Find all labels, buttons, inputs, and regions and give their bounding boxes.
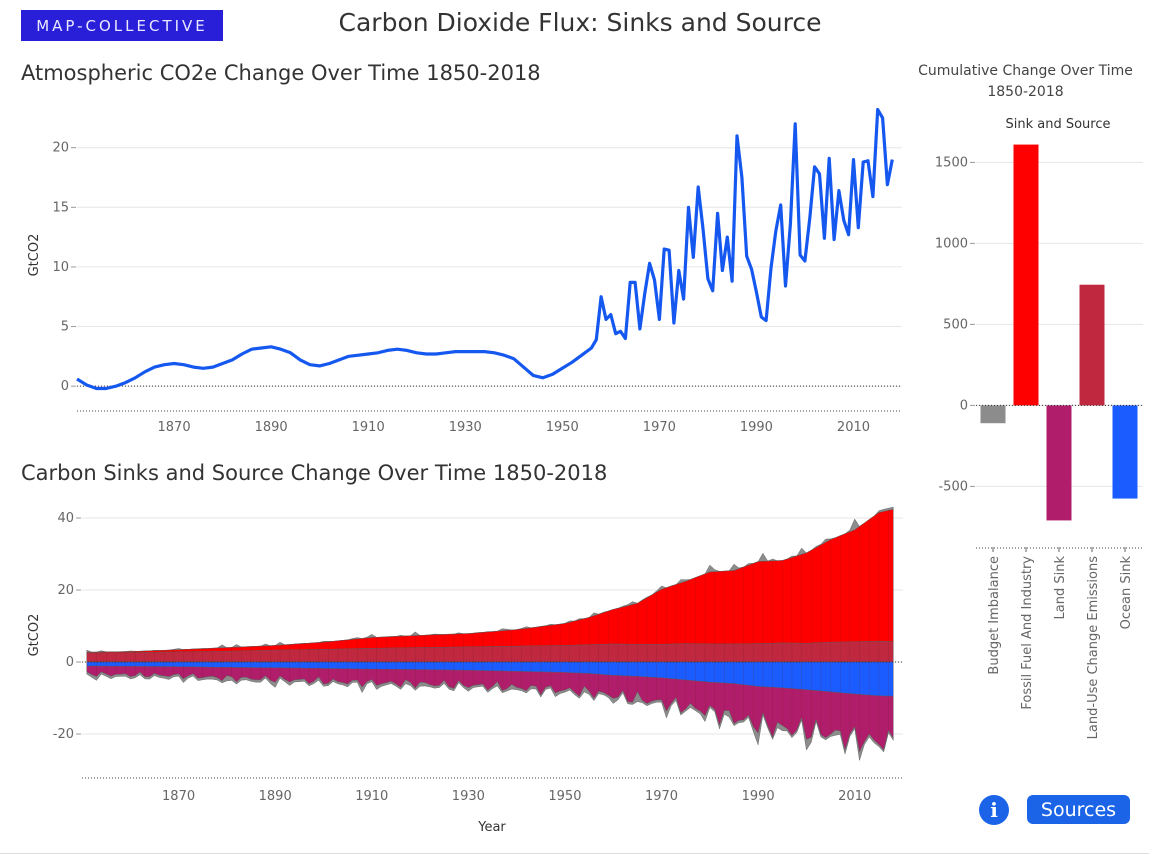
bar-budget-imbalance xyxy=(980,405,1006,424)
y-tick-label: 0 xyxy=(61,379,69,394)
page-title: Carbon Dioxide Flux: Sinks and Source xyxy=(338,8,822,37)
x-tick-label: 1970 xyxy=(645,789,678,804)
info-button[interactable]: i xyxy=(979,795,1009,825)
y-tick-label: 5 xyxy=(61,320,69,335)
x-tick-label: 1870 xyxy=(158,420,191,435)
cumulative-change-bar-chart[interactable]: Sink and Source -500 0 500 1000 1500 Budget Im… xyxy=(935,117,1143,739)
y-axis-label: GtCO2 xyxy=(27,614,42,657)
x-axis-label: Year xyxy=(477,820,506,835)
y-tick-label: 1000 xyxy=(935,236,968,251)
area-chart-title: Carbon Sinks and Source Change Over Time… xyxy=(21,461,608,485)
x-tick-label: 1910 xyxy=(355,789,388,804)
x-tick-label: 1990 xyxy=(742,789,775,804)
x-tick-label: 1930 xyxy=(449,420,482,435)
x-category-label: Land Sink xyxy=(1053,556,1068,620)
y-tick-label: 0 xyxy=(960,398,968,413)
divider xyxy=(0,853,1149,854)
x-tick-label: 1930 xyxy=(452,789,485,804)
y-tick-label: 40 xyxy=(57,511,74,526)
x-tick-label: 1970 xyxy=(643,420,676,435)
y-tick-label: 1500 xyxy=(935,155,968,170)
co2e-series-line xyxy=(76,107,894,391)
bar-ocean-sink xyxy=(1112,405,1138,499)
y-tick-label: 500 xyxy=(943,317,968,332)
x-tick-label: 1870 xyxy=(162,789,195,804)
x-tick-label: 1890 xyxy=(259,789,292,804)
bar-chart-subtitle: Sink and Source xyxy=(1005,117,1110,132)
y-tick-label: -20 xyxy=(53,727,74,742)
bar-fossil-fuel-and-industry xyxy=(1013,144,1039,406)
x-category-label: Ocean Sink xyxy=(1119,556,1134,630)
x-category-label: Land-Use Change Emissions xyxy=(1086,556,1101,740)
x-category-label: Fossil Fuel And Industry xyxy=(1020,556,1035,710)
y-tick-label: 15 xyxy=(52,200,69,215)
x-tick-label: 1890 xyxy=(255,420,288,435)
x-tick-label: 1950 xyxy=(546,420,579,435)
x-tick-label: 1910 xyxy=(352,420,385,435)
bar-land-use-change-emissions xyxy=(1079,284,1105,406)
y-tick-label: 20 xyxy=(57,583,74,598)
x-category-label: Budget Imbalance xyxy=(987,556,1002,675)
line-chart-title: Atmospheric CO2e Change Over Time 1850-2… xyxy=(21,61,541,85)
y-tick-label: 10 xyxy=(52,260,69,275)
y-tick-label: 20 xyxy=(52,141,69,156)
y-tick-label: 0 xyxy=(66,655,74,670)
x-tick-label: 2010 xyxy=(838,789,871,804)
x-tick-label: 1950 xyxy=(548,789,581,804)
map-collective-logo[interactable]: MAP-COLLECTIVE xyxy=(21,10,223,41)
y-tick-label: -500 xyxy=(938,479,968,494)
sinks-and-source-area-chart[interactable]: -20 0 20 40 1870 1890 1910 1930 1950 1970 1990 2010… xyxy=(27,506,903,835)
atmospheric-co2e-line-chart[interactable]: 0 5 10 15 20 1870 1890 1910 1930 1950 1970 1990 2010… xyxy=(27,107,902,436)
bar-land-sink xyxy=(1046,405,1072,521)
y-axis-label: GtCO2 xyxy=(27,234,42,277)
x-tick-label: 1990 xyxy=(740,420,773,435)
sources-button[interactable]: Sources xyxy=(1027,795,1130,824)
bar-chart-title: Cumulative Change Over Time 1850-2018 xyxy=(918,63,1133,100)
x-tick-label: 2010 xyxy=(837,420,870,435)
